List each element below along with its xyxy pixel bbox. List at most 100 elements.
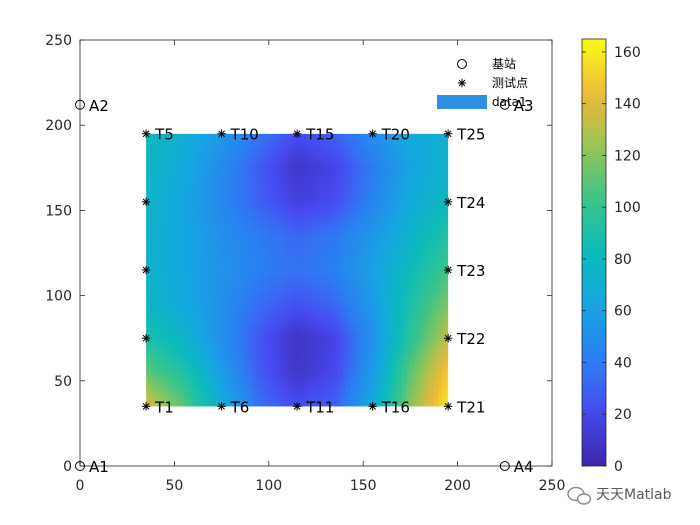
heatmap-cell [266,253,271,259]
heatmap-cell [174,145,179,151]
heatmap-cell [422,237,427,243]
heatmap-cell [382,313,387,319]
heatmap-cell [434,325,439,331]
heatmap-cell [326,341,331,347]
heatmap-cell [358,225,363,231]
heatmap-cell [394,273,399,279]
heatmap-cell [246,305,251,311]
heatmap-cell [414,165,419,171]
heatmap-cell [222,341,227,347]
heatmap-cell [334,317,339,323]
heatmap-cell [430,153,435,159]
heatmap-cell [446,169,449,175]
heatmap-cell [418,213,423,219]
heatmap-cell [290,157,295,163]
heatmap-cell [290,393,295,399]
heatmap-cell [314,345,319,351]
heatmap-cell [174,137,179,143]
heatmap-cell [374,137,379,143]
heatmap-cell [346,173,351,179]
heatmap-cell [230,353,235,359]
heatmap-cell [174,345,179,351]
heatmap-cell [430,345,435,351]
heatmap-cell [230,197,235,203]
heatmap-cell [406,297,411,303]
heatmap-cell [170,221,175,227]
heatmap-cell [254,345,259,351]
heatmap-cell [238,329,243,335]
heatmap-cell [266,177,271,183]
heatmap-cell [262,277,267,283]
heatmap-cell [358,233,363,239]
heatmap-cell [346,341,351,347]
heatmap-cell [218,357,223,363]
heatmap-cell [414,153,419,159]
heatmap-cell [330,273,335,279]
heatmap-cell [302,377,307,383]
heatmap-cell [286,337,291,343]
heatmap-cell [374,233,379,239]
heatmap-cell [310,325,315,331]
heatmap-cell [222,145,227,151]
heatmap-cell [338,285,343,291]
heatmap-cell [158,261,163,267]
heatmap-cell [314,289,319,295]
heatmap-cell [374,145,379,151]
heatmap-cell [402,321,407,327]
heatmap-cell [338,337,343,343]
heatmap-cell [442,145,447,151]
heatmap-cell [166,293,171,299]
heatmap-cell [430,353,435,359]
heatmap-cell [394,217,399,223]
heatmap-cell [262,173,267,179]
heatmap-cell [430,329,435,335]
heatmap-cell [154,265,159,271]
heatmap-cell [426,137,431,143]
heatmap-cell [278,141,283,147]
heatmap-cell [398,137,403,143]
heatmap-cell [214,353,219,359]
heatmap-cell [398,361,403,367]
heatmap-cell [410,361,415,367]
heatmap-cell [238,393,243,399]
heatmap-cell [338,321,343,327]
heatmap-cell [378,257,383,263]
heatmap-cell [290,301,295,307]
heatmap-cell [174,273,179,279]
heatmap-cell [442,361,447,367]
heatmap-cell [254,373,259,379]
heatmap-cell [310,245,315,251]
heatmap-cell [286,233,291,239]
heatmap [146,133,449,407]
heatmap-cell [354,137,359,143]
heatmap-cell [338,301,343,307]
heatmap-cell [322,197,327,203]
heatmap-cell [410,141,415,147]
heatmap-cell [310,277,315,283]
heatmap-cell [414,289,419,295]
heatmap-cell [230,257,235,263]
heatmap-cell [362,389,367,395]
heatmap-cell [322,297,327,303]
heatmap-cell [390,333,395,339]
heatmap-cell [326,253,331,259]
heatmap-cell [274,141,279,147]
heatmap-cell [146,245,151,251]
heatmap-cell [150,337,155,343]
heatmap-cell [202,177,207,183]
heatmap-cell [394,209,399,215]
heatmap-cell [430,145,435,151]
heatmap-cell [166,245,171,251]
heatmap-cell [166,225,171,231]
heatmap-cell [194,165,199,171]
heatmap-cell [290,353,295,359]
heatmap-cell [162,289,167,295]
heatmap-cell [402,133,407,139]
heatmap-cell [286,205,291,211]
heatmap-cell [150,245,155,251]
heatmap-cell [310,269,315,275]
heatmap-cell [314,389,319,395]
heatmap-cell [350,225,355,231]
heatmap-cell [154,161,159,167]
heatmap-cell [310,141,315,147]
